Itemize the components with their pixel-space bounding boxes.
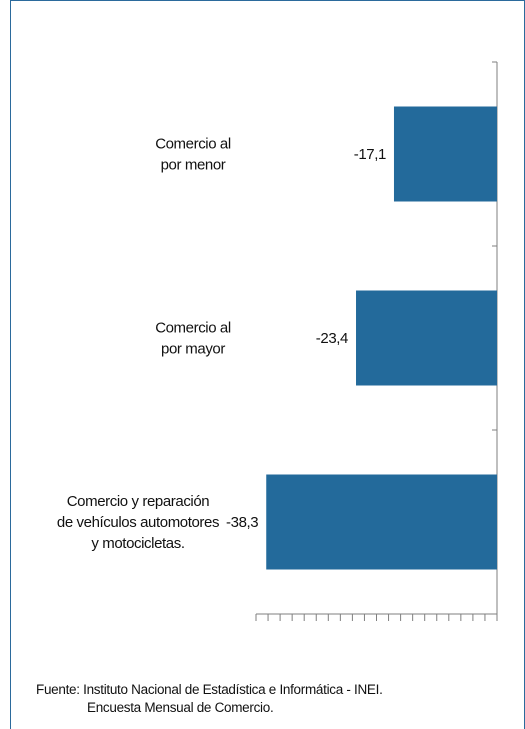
category-label: y motocicletas. [91,535,184,552]
bar [266,475,497,570]
bar [356,291,497,386]
category-label: de vehículos automotores [57,514,219,531]
data-label: -23,4 [316,330,348,347]
bar [394,107,497,202]
data-label: -17,1 [354,146,386,163]
category-label: por menor [161,157,226,174]
category-label: Comercio y reparación [67,493,210,510]
category-label: Comercio al [155,136,231,153]
category-label: Comercio al [155,320,231,337]
bar-layer [266,107,497,570]
source-line-2: Encuesta Mensual de Comercio. [36,699,506,717]
source-line-1: Fuente: Instituto Nacional de Estadístic… [36,681,506,699]
data-label: -38,3 [226,514,258,531]
source-note: Fuente: Instituto Nacional de Estadístic… [36,681,506,717]
category-label: por mayor [161,341,225,358]
